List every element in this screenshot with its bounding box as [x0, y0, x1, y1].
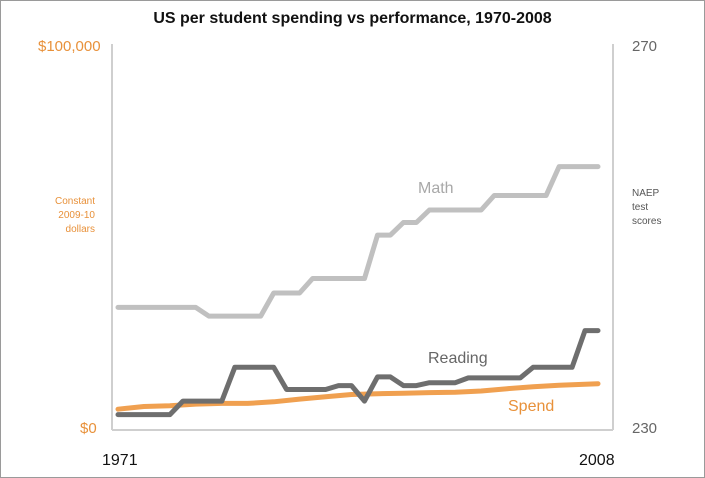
series-line-math [115, 164, 601, 319]
x-tick-start: 1971 [102, 452, 138, 469]
right-axis-label-line-1: NAEP [632, 188, 660, 199]
right-axis-label: NAEP test scores [632, 187, 677, 229]
left-axis-label: Constant 2009-10 dollars [35, 195, 95, 237]
series-label-reading: Reading [428, 350, 488, 367]
left-y-tick-top: $100,000 [38, 38, 101, 55]
left-axis-label-line-1: Constant [54, 196, 95, 207]
left-y-tick-bottom: $0 [80, 420, 97, 437]
chart-title: US per student spending vs performance, … [153, 10, 552, 27]
series-label-spend: Spend [508, 398, 555, 415]
x-tick-end: 2008 [579, 452, 615, 469]
series-label-math: Math [418, 180, 454, 197]
series-line-spend [115, 381, 601, 412]
right-axis-label-line-3: scores [632, 216, 662, 227]
series-line-reading [115, 328, 601, 418]
left-axis-label-line-3: dollars [65, 224, 95, 235]
right-y-tick-top: 270 [632, 38, 658, 55]
right-axis-label-line-2: test [632, 202, 649, 213]
right-y-tick-bottom: 230 [632, 420, 658, 437]
left-axis-label-line-2: 2009-10 [58, 210, 95, 221]
